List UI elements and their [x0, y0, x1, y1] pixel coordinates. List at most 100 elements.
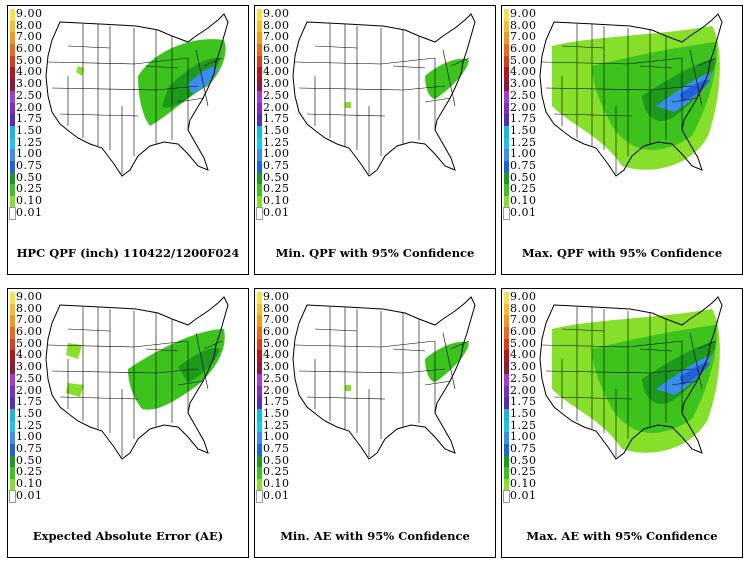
legend-swatch [10, 338, 15, 351]
legend-label: 6.00 [16, 42, 43, 56]
legend-swatch [257, 385, 262, 398]
legend-item: 3.00 [257, 77, 295, 91]
legend-label: 1.00 [16, 430, 43, 444]
legend-item: 0.50 [504, 453, 542, 468]
legend-item: 1.25 [257, 418, 295, 433]
legend-swatch [256, 489, 263, 504]
legend-item: 0.10 [10, 195, 48, 208]
legend-swatch [10, 196, 15, 208]
state-boundary [689, 49, 703, 107]
precip-area [188, 66, 218, 94]
legend-item: 1.75 [504, 396, 542, 409]
state-boundary [649, 368, 693, 374]
state-boundary [392, 348, 426, 352]
legend-item: 1.50 [257, 406, 295, 421]
legend-label: 0.01 [263, 488, 290, 502]
legend-label: 7.00 [263, 30, 290, 44]
legend-swatch [257, 9, 262, 21]
legend-swatch [257, 44, 262, 56]
legend-item: 4.00 [504, 66, 542, 80]
color-legend: 9.00 8.00 7.00 6.00 5.00 4.00 3.00 2.50 2.00 1.75… [9, 291, 48, 504]
legend-label: 3.00 [263, 360, 290, 374]
legend-label: 5.00 [510, 336, 537, 350]
us-map [45, 296, 229, 460]
legend-item: 4.00 [257, 349, 295, 363]
legend-item: 6.00 [504, 326, 542, 339]
legend-item: 1.00 [10, 430, 48, 444]
legend-swatch [257, 455, 262, 468]
state-boundary [67, 328, 111, 332]
state-boundary [545, 87, 651, 91]
legend-swatch [10, 467, 15, 479]
legend-swatch [504, 432, 509, 444]
legend-label: 1.50 [16, 406, 43, 420]
legend-swatch [504, 149, 509, 161]
legend-swatch [504, 184, 509, 196]
legend-item: 0.75 [504, 159, 542, 173]
legend-label: 1.50 [263, 406, 290, 420]
precip-area [345, 385, 351, 391]
legend-swatch [257, 125, 262, 138]
legend-swatch [504, 160, 509, 173]
legend-swatch [257, 55, 262, 68]
legend-label: 0.01 [510, 488, 537, 502]
legend-item: 9.00 [10, 291, 48, 304]
legend-label: 2.00 [510, 383, 537, 397]
legend-item: 1.75 [10, 113, 48, 126]
legend-swatch [503, 489, 510, 504]
legend-swatch [9, 489, 16, 504]
legend-item: 6.00 [257, 326, 295, 339]
legend-swatch [10, 9, 15, 21]
legend-item: 5.00 [504, 336, 542, 351]
legend-item: 2.00 [10, 101, 48, 115]
legend-swatch [10, 397, 15, 409]
legend-item: 2.50 [257, 89, 295, 103]
legend-item: 2.50 [10, 89, 48, 103]
legend-label: 9.00 [263, 7, 290, 20]
legend-label: 9.00 [263, 290, 290, 303]
legend-label: 1.00 [16, 147, 43, 161]
legend-label: 0.50 [510, 453, 537, 467]
legend-item: 3.00 [504, 78, 542, 91]
legend-item: 8.00 [257, 302, 295, 316]
legend-swatch [10, 67, 15, 80]
color-legend: 9.00 8.00 7.00 6.00 5.00 4.00 3.00 2.50 2.00 1.75… [503, 291, 542, 504]
legend-swatch [504, 67, 509, 80]
precip-area [680, 79, 710, 102]
legend-label: 1.00 [510, 430, 537, 444]
legend-item: 0.75 [10, 159, 48, 173]
legend-label: 1.25 [510, 135, 537, 149]
legend-label: 8.00 [16, 301, 43, 315]
legend-swatch [257, 327, 262, 339]
state-boundary [689, 332, 703, 390]
legend-swatch [10, 303, 15, 316]
legend-swatch [504, 125, 509, 138]
legend-label: 3.00 [263, 77, 290, 91]
legend-item: 7.00 [10, 31, 48, 45]
legend-item: 1.00 [504, 147, 542, 161]
legend-item: 1.00 [10, 147, 48, 161]
legend-item: 0.50 [257, 454, 295, 468]
legend-item: 2.00 [257, 384, 295, 398]
legend-label: 1.25 [263, 418, 290, 432]
legend-item: 2.00 [504, 383, 542, 398]
legend-swatch [257, 467, 262, 479]
legend-item: 8.00 [504, 302, 542, 316]
precip-area [66, 343, 82, 359]
legend-label: 0.25 [263, 465, 290, 479]
legend-swatch [257, 443, 262, 456]
state-boundary [67, 45, 111, 49]
legend-item: 3.00 [504, 361, 542, 374]
legend-label: 1.50 [510, 406, 537, 420]
legend-label: 1.00 [510, 147, 537, 161]
legend-swatch [257, 90, 262, 103]
legend-label: 8.00 [263, 18, 290, 32]
legend-label: 1.50 [510, 123, 537, 137]
legend-label: 1.25 [16, 135, 43, 149]
state-boundary [541, 61, 629, 65]
legend-item: 4.00 [10, 349, 48, 363]
legend-item: 6.00 [257, 43, 295, 56]
legend-swatch [10, 443, 15, 456]
legend-label: 1.75 [16, 395, 43, 409]
legend-item: 0.50 [10, 171, 48, 185]
